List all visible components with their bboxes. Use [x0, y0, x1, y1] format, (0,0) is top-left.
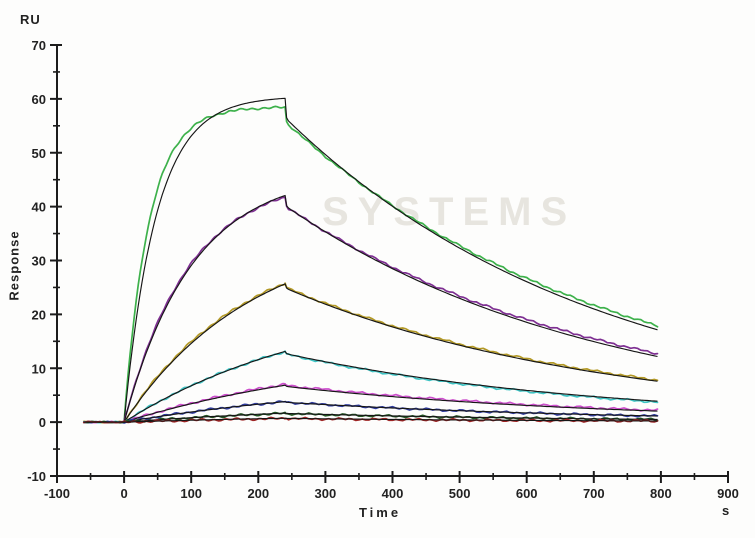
series-fit-trace-5: [83, 384, 658, 423]
series-data-trace-7: [82, 411, 659, 424]
x-tick-label: 500: [449, 486, 471, 501]
series-fit-trace-8: [83, 417, 658, 423]
x-tick-label: 900: [717, 486, 739, 501]
background-watermark: SYSTEMS: [322, 190, 577, 234]
x-axis-unit-label: s: [722, 503, 730, 518]
series-fit-trace-1: [83, 97, 658, 423]
x-tick-label: 100: [180, 486, 202, 501]
y-tick-label: 0: [39, 415, 46, 430]
x-tick-label: 800: [650, 486, 672, 501]
series-fit-trace-2: [83, 194, 658, 423]
y-axis-unit-label: RU: [20, 12, 41, 27]
series-data-trace-2: [82, 196, 659, 424]
series-data-trace-4: [82, 350, 659, 424]
series-fit-trace-6: [83, 401, 658, 423]
x-axis-title: Time: [358, 505, 402, 520]
x-tick-label: 200: [247, 486, 269, 501]
x-tick-label: 300: [315, 486, 337, 501]
series-fit-trace-4: [83, 350, 658, 423]
series-fit-trace-7: [83, 412, 658, 423]
y-tick-label: 70: [32, 38, 46, 53]
y-tick-label: -10: [27, 469, 46, 484]
y-tick-label: 10: [32, 361, 46, 376]
y-tick-label: 20: [32, 307, 46, 322]
series-fit-trace-3: [83, 283, 658, 423]
y-tick-label: 40: [32, 200, 46, 215]
x-tick-label: -100: [44, 486, 70, 501]
y-tick-label: 30: [32, 254, 46, 269]
x-tick-label: 600: [516, 486, 538, 501]
series-data-trace-3: [82, 282, 659, 424]
series-data-trace-1: [82, 105, 659, 424]
x-tick-label: 700: [583, 486, 605, 501]
y-tick-label: 50: [32, 146, 46, 161]
y-tick-label: 60: [32, 92, 46, 107]
x-tick-label: 400: [382, 486, 404, 501]
x-tick-label: 0: [120, 486, 127, 501]
